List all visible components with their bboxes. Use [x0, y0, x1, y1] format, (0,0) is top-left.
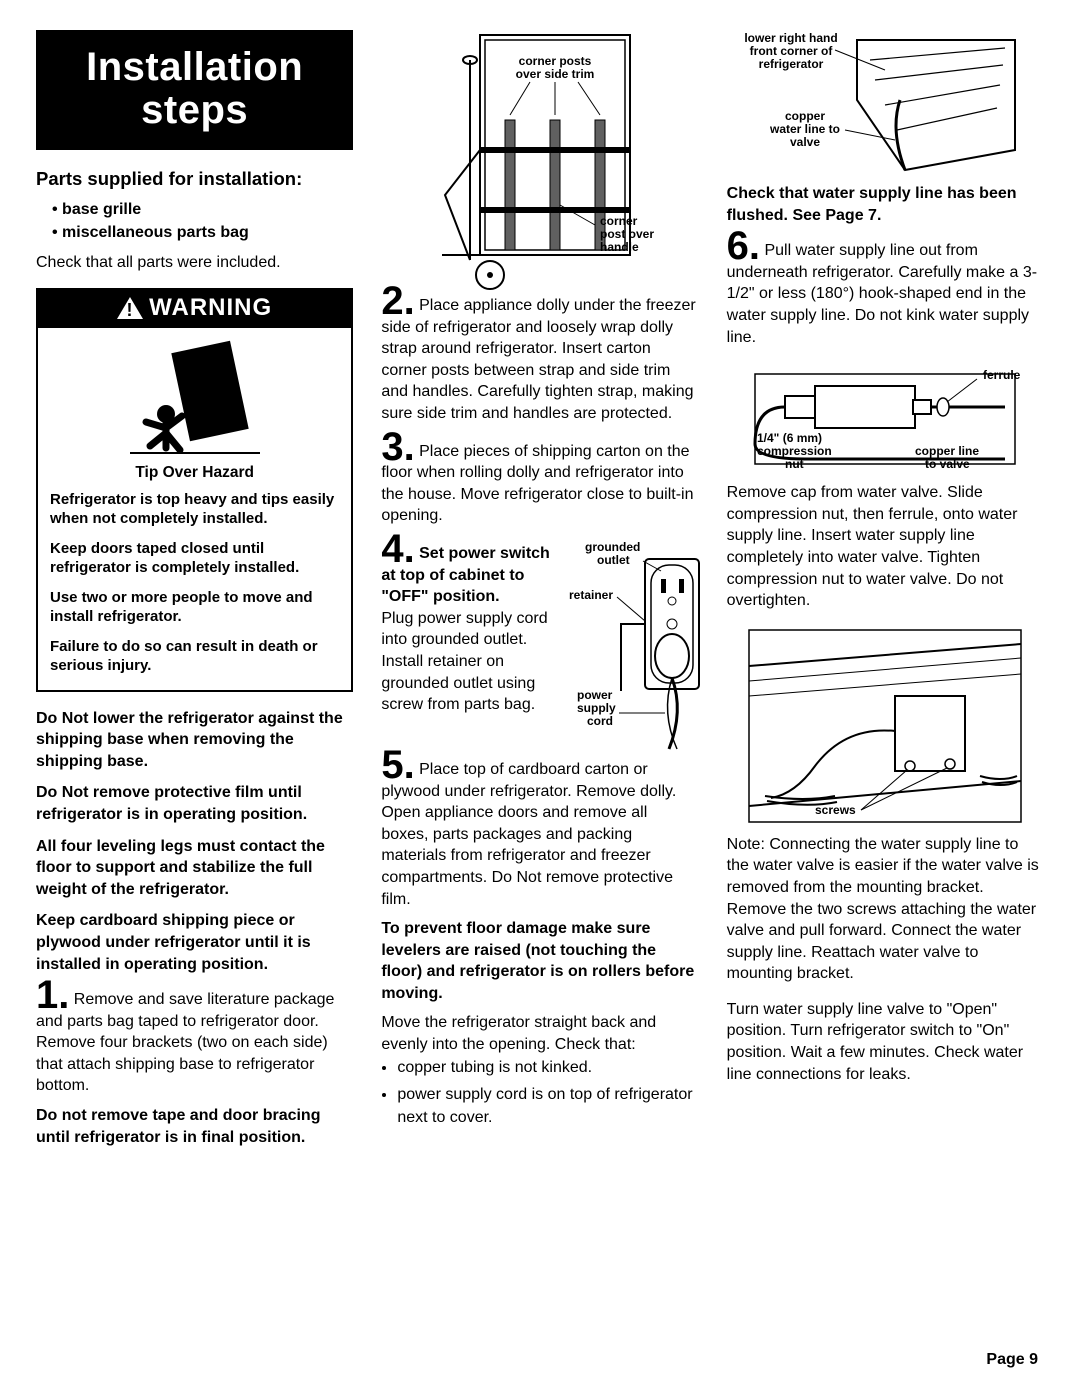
diagram-label: power	[577, 688, 613, 702]
corner-diagram: lower right hand front corner of refrige…	[745, 30, 1025, 175]
step-6: 6. Pull water supply line out from under…	[727, 240, 1044, 348]
diagram-label: cord	[587, 714, 613, 728]
step-number: 5.	[381, 743, 414, 787]
warning-para: Failure to do so can result in death or …	[50, 637, 339, 676]
step-number: 2.	[381, 279, 414, 323]
page-number: Page 9	[986, 1351, 1038, 1369]
step-text: Place top of cardboard carton or plywood…	[381, 761, 676, 908]
final-para: Turn water supply line valve to "Open" p…	[727, 999, 1044, 1085]
diagram-label: nut	[785, 457, 804, 471]
diagram-label: copper	[785, 109, 825, 123]
step-4: 4. Set power switch at top of cabinet to…	[381, 543, 698, 743]
step-5-text2: Move the refrigerator straight back and …	[381, 1012, 698, 1055]
diagram-label: corner	[600, 214, 638, 228]
diagram-label: supply	[577, 701, 616, 715]
alert-triangle-icon: !	[117, 297, 143, 319]
page-columns: Installation steps Parts supplied for in…	[36, 30, 1044, 1164]
column-3: lower right hand front corner of refrige…	[727, 30, 1044, 1164]
outlet-diagram: grounded outlet retainer power supply co…	[549, 541, 705, 751]
hazard-title: Tip Over Hazard	[50, 464, 339, 482]
step-number: 1.	[36, 973, 69, 1017]
step-text: Place pieces of shipping carton on the f…	[381, 443, 693, 525]
diagram-label: handle	[600, 240, 639, 254]
diagram-label: copper line	[915, 444, 979, 458]
note-para: Note: Connecting the water supply line t…	[727, 834, 1044, 985]
warning-header: ! WARNING	[36, 288, 353, 328]
warning-para: Keep doors taped closed until refrigerat…	[50, 539, 339, 578]
column-2: corner posts over side trim corner post …	[381, 30, 698, 1164]
diagram-label: refrigerator	[759, 57, 824, 71]
diagram-label: to valve	[925, 457, 970, 471]
valve-diagram: ferrule 1/4" (6 mm) compression nut copp…	[745, 364, 1025, 474]
step-number: 3.	[381, 425, 414, 469]
diagram-label: corner posts	[519, 54, 592, 68]
check-water-note: Check that water supply line has been fl…	[727, 183, 1044, 226]
step-5: 5. Place top of cardboard carton or plyw…	[381, 759, 698, 1129]
parts-bullet: • miscellaneous parts bag	[36, 221, 353, 244]
diagram-label: post over	[600, 227, 654, 241]
donot-para: Do Not remove protective film until refr…	[36, 782, 353, 825]
warning-label: WARNING	[149, 294, 272, 322]
warning-para: Refrigerator is top heavy and tips easil…	[50, 490, 339, 529]
step-number: 4.	[381, 527, 414, 571]
title-line-1: Installation	[46, 46, 343, 89]
diagram-label: lower right hand	[745, 31, 838, 45]
step-number: 6.	[727, 224, 760, 268]
diagram-label: water line to	[769, 122, 840, 136]
step-2: 2. Place appliance dolly under the freez…	[381, 295, 698, 425]
warning-box: Tip Over Hazard Refrigerator is top heav…	[36, 328, 353, 692]
svg-text:!: !	[127, 300, 134, 319]
column-1: Installation steps Parts supplied for in…	[36, 30, 353, 1164]
donot-para: All four leveling legs must contact the …	[36, 836, 353, 901]
step-1: 1. Remove and save literature package an…	[36, 989, 353, 1148]
step-text: Place appliance dolly under the freezer …	[381, 297, 695, 422]
title-line-2: steps	[46, 89, 343, 132]
step-text: Remove and save literature package and p…	[36, 991, 334, 1094]
tip-over-icon	[130, 338, 260, 458]
diagram-label: 1/4" (6 mm)	[757, 431, 822, 445]
diagram-label: valve	[790, 135, 820, 149]
diagram-label: front corner of	[750, 44, 834, 58]
warning-para: Use two or more people to move and insta…	[50, 588, 339, 627]
diagram-label: screws	[815, 803, 856, 817]
step-text: Pull water supply line out from undernea…	[727, 242, 1037, 345]
diagram-label: compression	[757, 444, 832, 458]
title-box: Installation steps	[36, 30, 353, 150]
donot-para: Keep cardboard shipping piece or plywood…	[36, 910, 353, 975]
diagram-label: outlet	[597, 553, 630, 567]
diagram-label: over side trim	[516, 67, 595, 81]
parts-note: Check that all parts were included.	[36, 252, 353, 274]
bullet-item: power supply cord is on top of refrigera…	[397, 1083, 698, 1129]
parts-bullet: • base grille	[36, 198, 353, 221]
bracket-diagram: screws	[745, 626, 1025, 826]
parts-heading: Parts supplied for installation:	[36, 168, 353, 190]
diagram-label: ferrule	[983, 368, 1021, 382]
dolly-diagram: corner posts over side trim corner post …	[410, 30, 670, 295]
bullet-item: copper tubing is not kinked.	[397, 1056, 698, 1079]
diagram-label: retainer	[569, 588, 613, 602]
step-5-bold: To prevent floor damage make sure levele…	[381, 918, 698, 1004]
step-5-bullets: copper tubing is not kinked. power suppl…	[381, 1056, 698, 1130]
valve-para: Remove cap from water valve. Slide compr…	[727, 482, 1044, 612]
step-text: Plug power supply cord into grounded out…	[381, 608, 556, 716]
step-3: 3. Place pieces of shipping carton on th…	[381, 441, 698, 527]
donot-para: Do Not lower the refrigerator against th…	[36, 708, 353, 773]
step-1-bold: Do not remove tape and door bracing unti…	[36, 1105, 353, 1148]
